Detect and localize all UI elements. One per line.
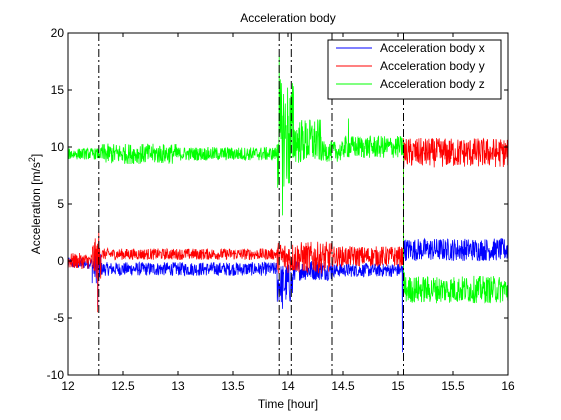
legend-label: Acceleration body y [380,59,485,73]
x-tick-label: 16 [501,379,515,393]
x-tick-label: 12 [61,379,75,393]
y-tick-label: 0 [57,254,64,268]
x-tick-label: 14.5 [331,379,355,393]
y-axis-title-sup: 2 [27,157,37,162]
chart-title: Acceleration body [240,11,335,25]
y-axis-title-main: Acceleration [m/s [29,162,43,254]
y-tick-label: 10 [51,140,65,154]
x-tick-label: 14 [281,379,295,393]
y-tick-label: 15 [51,83,65,97]
y-tick-label: -5 [53,311,64,325]
series-line-3 [67,55,509,304]
series-line-1 [67,237,509,353]
legend-label: Acceleration body z [380,77,485,91]
x-tick-label: 15.5 [441,379,465,393]
y-tick-label: -10 [47,368,65,382]
vertical-markers [98,33,404,375]
y-tick-label: 5 [57,197,64,211]
x-tick-label: 13 [171,379,185,393]
y-axis-title: Acceleration [m/s2] [27,154,43,254]
legend: Acceleration body x Acceleration body y Ac… [327,39,502,100]
series-layer [67,55,509,353]
y-tick-label: 20 [51,26,65,40]
x-axis-title: Time [hour] [258,397,318,411]
legend-label: Acceleration body x [380,41,485,55]
x-tick-label: 13.5 [221,379,245,393]
x-tick-label: 15 [391,379,405,393]
x-tick-label: 12.5 [111,379,135,393]
series-line-2 [67,137,509,313]
tick-layer: 12 12.5 13 13.5 14 14.5 15 15.5 16 -10 -5 0 5 10 15 20 [47,26,515,393]
y-axis-title-end: ] [29,154,43,157]
